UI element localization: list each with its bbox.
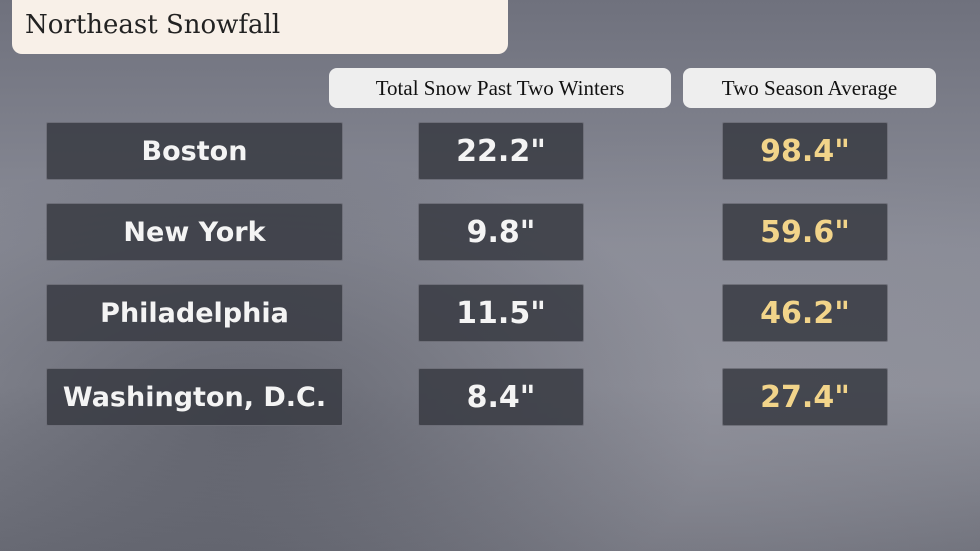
season-average: 59.6": [722, 203, 888, 261]
column-header: Total Snow Past Two Winters: [329, 68, 671, 108]
season-average: 46.2": [722, 284, 888, 342]
city: Boston: [46, 122, 343, 180]
title: Northeast Snowfall: [25, 10, 281, 40]
city: Philadelphia: [46, 284, 343, 342]
total-snow: 11.5": [418, 284, 584, 342]
city: Washington, D.C.: [46, 368, 343, 426]
total-snow: 22.2": [418, 122, 584, 180]
column-header: Two Season Average: [683, 68, 936, 108]
season-average: 27.4": [722, 368, 888, 426]
city: New York: [46, 203, 343, 261]
total-snow: 9.8": [418, 203, 584, 261]
title-box: Northeast Snowfall: [12, 0, 508, 54]
total-snow: 8.4": [418, 368, 584, 426]
season-average: 98.4": [722, 122, 888, 180]
